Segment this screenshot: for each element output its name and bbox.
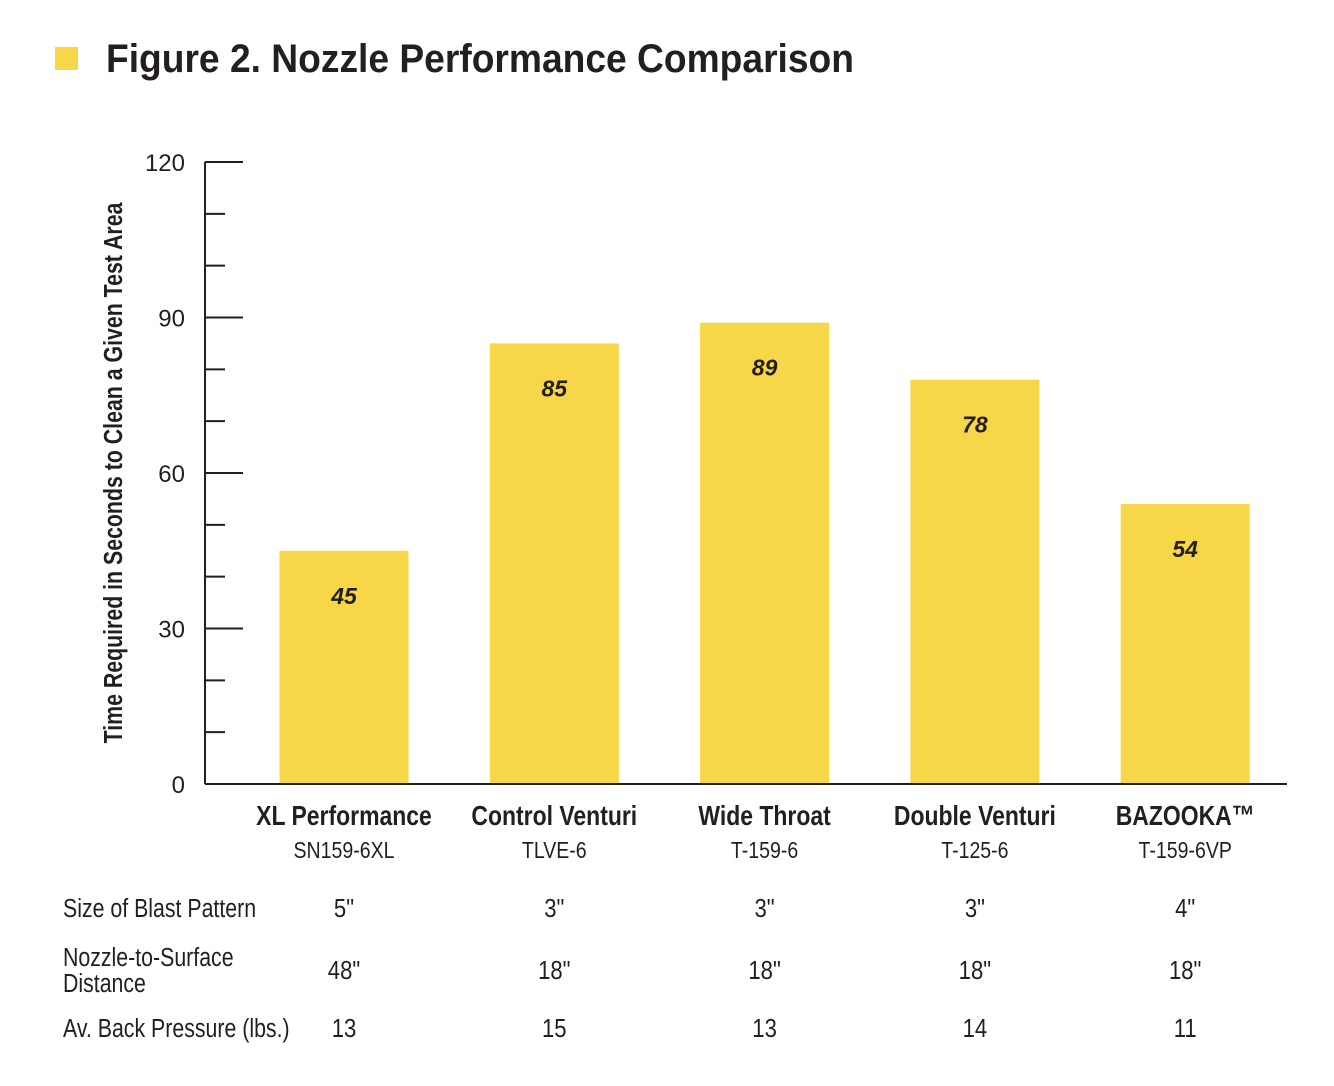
table-cell: 14 [963,1014,988,1043]
title-square-icon [55,47,78,70]
x-category-label: Double Venturi [894,801,1056,832]
y-tick-label: 120 [145,150,185,177]
table-cell: 13 [752,1014,777,1043]
x-category-code: T-159-6VP [1139,838,1232,864]
table-cell: 18" [748,956,780,985]
data-label: 78 [962,412,988,438]
table-cell: 3" [544,894,564,923]
table-row-label: Nozzle-to-Surface [63,943,234,973]
x-category-label: Wide Throat [698,801,831,832]
table-cell: 3" [755,894,775,923]
table-cell: 13 [332,1014,357,1043]
chart-title: Figure 2. Nozzle Performance Comparison [106,37,854,82]
bar [279,550,409,783]
x-category-label: XL Performance [256,801,432,832]
table-row-label: Distance [63,969,146,999]
x-category-label: Control Venturi [471,801,637,832]
table-cell: 48" [328,956,360,985]
data-label: 54 [1172,536,1198,562]
y-axis-label: Time Required in Seconds to Clean a Give… [99,202,129,744]
x-category-code: SN159-6XL [294,838,395,864]
data-label: 89 [752,355,778,381]
table-cell: 18" [538,956,570,985]
table-cell: 4" [1175,894,1195,923]
y-tick-label: 60 [158,461,185,488]
y-tick-label: 90 [158,306,185,333]
table-cell: 18" [959,956,991,985]
table-cell: 18" [1169,956,1201,985]
table-cell: 11 [1174,1014,1197,1043]
bar [700,322,830,783]
table-row-label: Av. Back Pressure (lbs.) [63,1014,290,1044]
bar [910,379,1040,783]
table-cell: 3" [965,894,985,923]
y-tick-label: 30 [158,617,185,644]
data-label: 45 [330,583,358,609]
table-cell: 5" [334,894,354,923]
data-label: 85 [542,375,569,401]
y-tick-label: 0 [172,772,185,799]
table-row-label: Size of Blast Pattern [63,894,256,924]
x-category-code: TLVE-6 [522,838,587,864]
x-category-code: T-159-6 [731,838,798,864]
x-category-code: T-125-6 [941,838,1008,864]
x-category-label: BAZOOKA™ [1116,801,1255,832]
bar [489,343,619,783]
bar [1120,504,1250,783]
table-cell: 15 [542,1014,567,1043]
